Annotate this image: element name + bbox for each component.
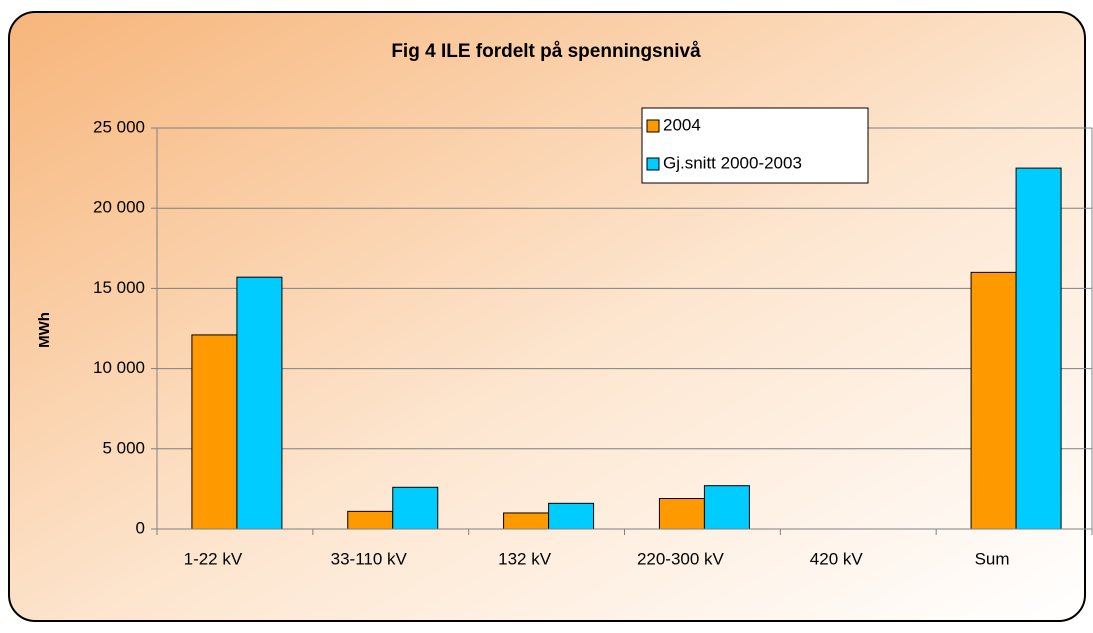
y-tick-label: 25 000	[93, 117, 145, 136]
bar	[392, 486, 439, 530]
bar	[1015, 167, 1062, 530]
bar	[970, 271, 1017, 530]
legend-label: Gj.snitt 2000-2003	[663, 153, 802, 172]
legend: 2004 Gj.snitt 2000-2003	[641, 107, 869, 184]
bar	[503, 512, 550, 530]
x-tick-label: 1-22 kV	[184, 549, 243, 568]
bar	[236, 276, 283, 530]
bar	[548, 502, 595, 530]
y-tick-label: 10 000	[93, 358, 145, 377]
y-tick-label: 0	[136, 518, 145, 537]
chart-title: Fig 4 ILE fordelt på spenningsnivå	[391, 41, 701, 62]
bar	[347, 510, 394, 530]
bar	[191, 334, 238, 530]
y-tick-label: 15 000	[93, 278, 145, 297]
x-tick-label: 33-110 kV	[331, 549, 408, 568]
y-tick-label: 20 000	[93, 198, 145, 217]
x-tick-label: 132 kV	[498, 549, 552, 568]
legend-swatch	[646, 157, 660, 171]
x-tick-label: Sum	[975, 549, 1010, 568]
plot-area: 0 5 000 10 000 15 000 20 000 25 000 1-22 kV 33-…	[93, 117, 1093, 568]
bar	[703, 485, 750, 530]
chart-frame	[8, 11, 1086, 622]
legend-label: 2004	[663, 115, 701, 134]
legend-box	[641, 107, 869, 184]
legend-swatch	[646, 119, 660, 133]
x-tick-label: 220-300 kV	[637, 549, 725, 568]
y-axis-label: MWh	[36, 312, 53, 348]
x-tick-label: 420 kV	[810, 549, 864, 568]
bar	[658, 498, 705, 530]
y-tick-label: 5 000	[102, 438, 145, 457]
